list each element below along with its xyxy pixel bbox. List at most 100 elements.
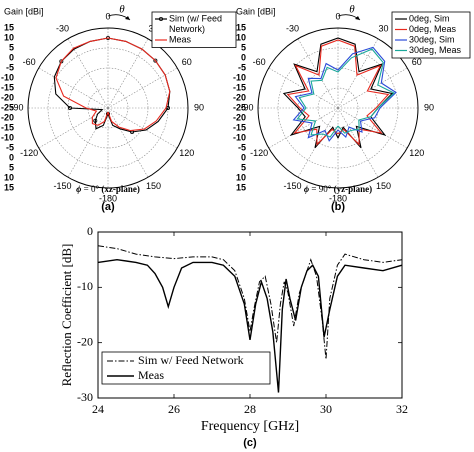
theta-tick-label: 150 bbox=[146, 181, 161, 191]
theta-arrowhead bbox=[355, 16, 360, 20]
theta-tick-label: 0 bbox=[105, 11, 110, 21]
x-tick-label: 30 bbox=[320, 402, 332, 416]
r-tick-label: -15 bbox=[1, 82, 14, 92]
outer-ring bbox=[27, 27, 189, 189]
theta-tick-label: -150 bbox=[283, 181, 301, 191]
grid-ring bbox=[317, 87, 359, 129]
legend-box bbox=[101, 351, 271, 385]
r-tick-label: 5 bbox=[9, 42, 14, 52]
grid-spoke bbox=[337, 107, 408, 149]
grid-spoke bbox=[337, 67, 408, 109]
grid-spoke bbox=[38, 107, 109, 149]
panel-caption: ϕ = 90° (yz-plane) bbox=[304, 184, 372, 194]
r-tick-label: -10 bbox=[1, 132, 14, 142]
series-line-1 bbox=[286, 39, 390, 146]
polar-chart-a: 0306090120150-180-150-120-90-60-30θGain … bbox=[1, 4, 237, 213]
series-marker bbox=[153, 58, 158, 63]
grid-spoke bbox=[38, 67, 109, 109]
r-tick-label: -20 bbox=[233, 112, 246, 122]
r-tick-label: -20 bbox=[233, 92, 246, 102]
r-tick-label: 0 bbox=[9, 152, 14, 162]
r-tick-label: 0 bbox=[241, 152, 246, 162]
theta-symbol: θ bbox=[119, 4, 125, 16]
series-line-0 bbox=[282, 37, 394, 149]
theta-tick-label: 120 bbox=[409, 148, 424, 158]
theta-tick-label: -90 bbox=[10, 102, 23, 112]
r-tick-label: 10 bbox=[4, 172, 14, 182]
legend-entry: Meas bbox=[169, 34, 192, 44]
panel-label: (b) bbox=[331, 201, 345, 213]
grid-spoke bbox=[297, 38, 339, 109]
theta-tick-label: 30 bbox=[378, 24, 388, 34]
grid-spoke bbox=[107, 67, 178, 109]
panel-label: (a) bbox=[101, 201, 115, 213]
y-axis-label: Reflection Coefficient [dB] bbox=[59, 244, 74, 387]
r-tick-label: -5 bbox=[238, 62, 246, 72]
theta-symbol: θ bbox=[349, 4, 355, 16]
r-tick-label: 5 bbox=[241, 42, 246, 52]
r-tick-label: 10 bbox=[236, 32, 246, 42]
r-tick-label: 10 bbox=[4, 32, 14, 42]
r-tick-label: 15 bbox=[4, 182, 14, 192]
theta-tick-label: -30 bbox=[56, 24, 69, 34]
legend-entry: 30deg, Meas bbox=[409, 45, 462, 55]
panel-label: (c) bbox=[243, 437, 257, 449]
y-tick-label: -20 bbox=[77, 334, 93, 348]
r-tick-label: -5 bbox=[6, 62, 14, 72]
theta-tick-label: 60 bbox=[182, 57, 192, 67]
r-tick-label: 0 bbox=[241, 52, 246, 62]
series-line-0 bbox=[53, 37, 171, 133]
theta-tick-label: -120 bbox=[20, 148, 38, 158]
r-tick-label: -25 bbox=[233, 102, 246, 112]
series-line-1 bbox=[55, 37, 171, 132]
grid-spoke bbox=[107, 107, 178, 149]
r-tick-label: 0 bbox=[9, 52, 14, 62]
grid-spoke bbox=[67, 107, 109, 178]
theta-tick-label: -120 bbox=[250, 148, 268, 158]
r-tick-label: 5 bbox=[241, 162, 246, 172]
series-line-3 bbox=[296, 48, 395, 138]
series-line-0 bbox=[97, 245, 403, 360]
polar-chart-b: 0306090120150-180-150-120-90-60-30θGain … bbox=[233, 4, 471, 213]
legend-entry: Meas bbox=[138, 368, 164, 382]
grid-spoke bbox=[337, 38, 379, 109]
theta-tick-label: 120 bbox=[179, 148, 194, 158]
legend-entry: 0deg, Meas bbox=[409, 24, 457, 34]
grid-spoke bbox=[107, 38, 149, 109]
series-marker bbox=[68, 106, 73, 111]
r-tick-label: -20 bbox=[1, 92, 14, 102]
r-tick-label: -10 bbox=[233, 132, 246, 142]
r-tick-label: -5 bbox=[238, 142, 246, 152]
y-tick-label: -10 bbox=[77, 279, 93, 293]
grid-spoke bbox=[107, 107, 149, 178]
line-chart-c: 24 26 28 30 32 0 -10 -20 -30 Frequency [GHz] Refle… bbox=[59, 224, 408, 449]
legend-entry: 0deg, Sim bbox=[409, 13, 450, 23]
r-tick-label: 10 bbox=[236, 172, 246, 182]
series-line-1 bbox=[97, 258, 403, 393]
x-tick-label: 24 bbox=[92, 402, 104, 416]
r-tick-label: -15 bbox=[233, 122, 246, 132]
theta-tick-label: 60 bbox=[412, 57, 422, 67]
r-tick-label: 15 bbox=[236, 182, 246, 192]
r-tick-label: 5 bbox=[9, 162, 14, 172]
theta-tick-label: 150 bbox=[376, 181, 391, 191]
legend-box bbox=[151, 11, 237, 48]
grid-ring bbox=[87, 87, 129, 129]
y-tick-label: 0 bbox=[87, 224, 93, 238]
legend-entry: 30deg, Sim bbox=[409, 34, 455, 44]
r-tick-label: -15 bbox=[1, 122, 14, 132]
theta-tick-label: -90 bbox=[240, 102, 253, 112]
x-tick-label: 28 bbox=[244, 402, 256, 416]
legend-marker bbox=[158, 16, 163, 21]
grid-spoke bbox=[67, 38, 109, 109]
theta-tick-label: -30 bbox=[286, 24, 299, 34]
theta-tick-label: -60 bbox=[253, 57, 266, 67]
x-tick-label: 26 bbox=[168, 402, 180, 416]
r-tick-label: -10 bbox=[233, 72, 246, 82]
y-tick-label: -30 bbox=[77, 390, 93, 404]
r-tick-label: 15 bbox=[236, 22, 246, 32]
theta-tick-label: -180 bbox=[99, 193, 117, 203]
